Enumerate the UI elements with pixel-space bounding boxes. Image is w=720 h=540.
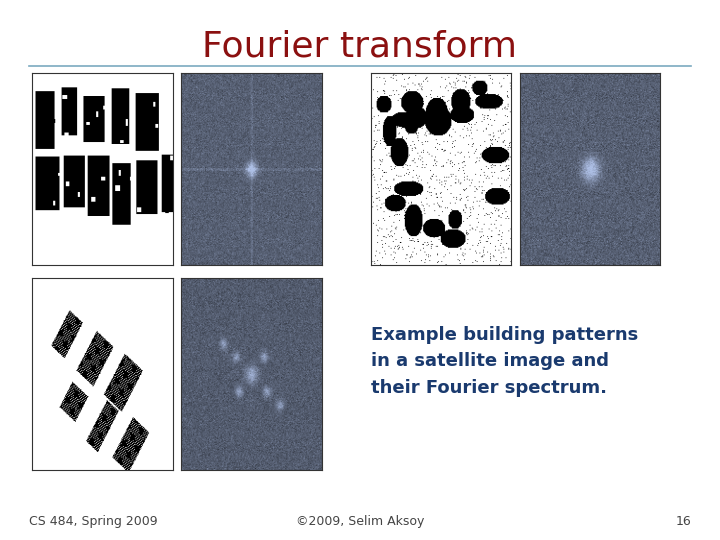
Text: Example building patterns
in a satellite image and
their Fourier spectrum.: Example building patterns in a satellite…	[371, 326, 638, 397]
Text: ©2009, Selim Aksoy: ©2009, Selim Aksoy	[296, 515, 424, 528]
Text: 16: 16	[675, 515, 691, 528]
Text: CS 484, Spring 2009: CS 484, Spring 2009	[29, 515, 158, 528]
Text: Fourier transform: Fourier transform	[202, 30, 518, 64]
